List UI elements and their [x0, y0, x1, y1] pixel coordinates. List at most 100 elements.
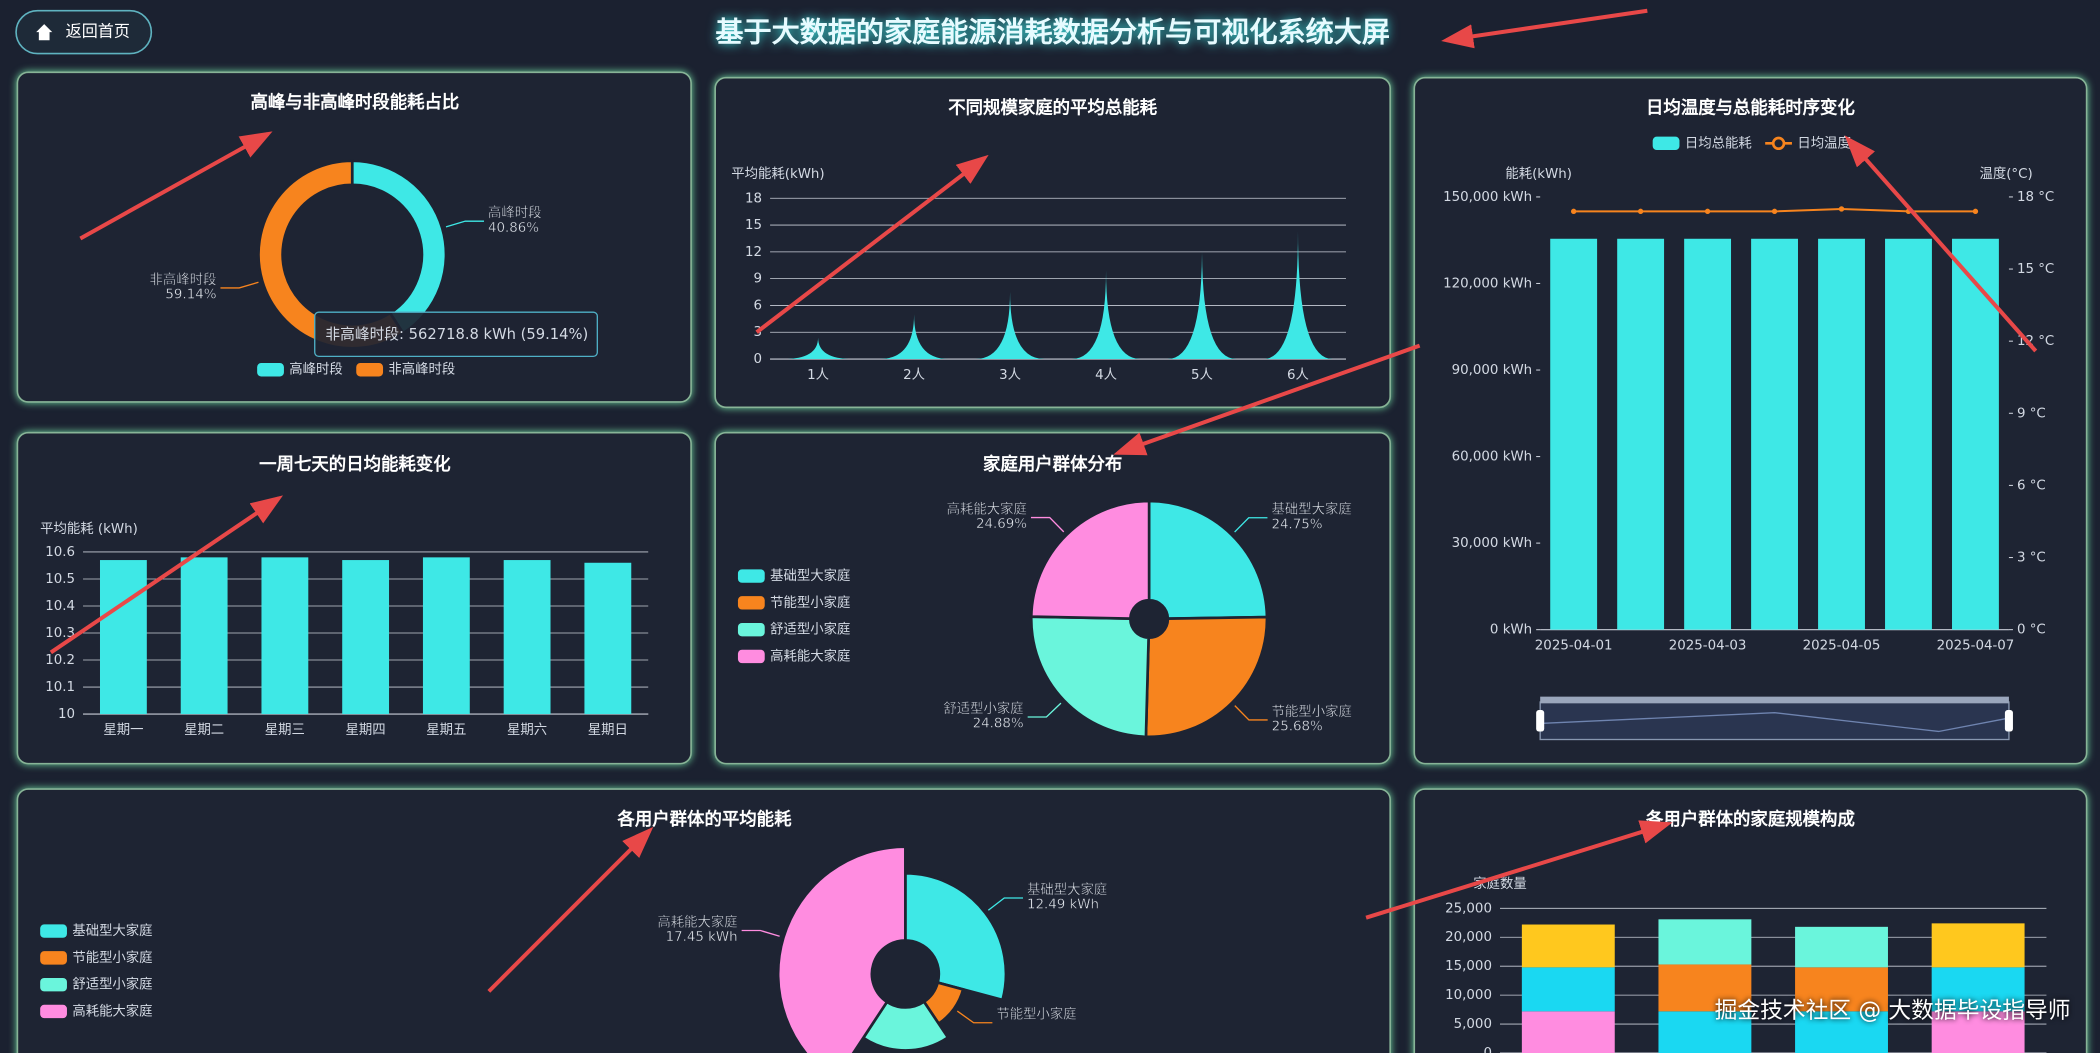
- y2-tick-label: 9 °C: [2017, 406, 2046, 421]
- legend-swatch: [737, 622, 765, 637]
- x-tick-label: 6人: [1287, 367, 1309, 383]
- bar: [1885, 238, 1932, 630]
- spike: [1167, 249, 1237, 360]
- label-leader: [1234, 517, 1268, 533]
- chart-title: 各用户群体的家庭规模构成: [1645, 809, 1855, 830]
- line-point: [1838, 206, 1845, 212]
- y-tick-label: 25,000: [1445, 901, 1492, 916]
- slice-value: 40.86%: [488, 221, 539, 236]
- slice-value: 17.45 kWh: [666, 930, 738, 945]
- x-tick-label: 星期六: [507, 722, 547, 738]
- chart-title: 家庭用户群体分布: [983, 454, 1122, 475]
- legend-label: 非高峰时段: [388, 361, 455, 378]
- y-axis-name: 能耗(kWh): [1505, 166, 1572, 182]
- y2-tick-label: 6 °C: [2017, 478, 2046, 493]
- slice-value: 12.49 kWh: [1027, 898, 1099, 913]
- label-leader: [220, 281, 259, 289]
- legend-label: 节能型小家庭: [770, 594, 850, 611]
- page-title: 基于大数据的家庭能源消耗数据分析与可视化系统大屏: [715, 15, 1390, 48]
- arrow: [1365, 820, 1673, 920]
- bar: [261, 557, 309, 715]
- slice-name: 基础型大家庭: [1271, 501, 1351, 518]
- panel: [714, 76, 1391, 409]
- legend-label: 日均温度: [1797, 135, 1851, 151]
- legend-label: 高峰时段: [289, 361, 343, 378]
- y-tick-label: 30,000 kWh: [1452, 536, 1532, 551]
- back-button[interactable]: 返回首页: [15, 9, 153, 55]
- y-tick-label: 5,000: [1454, 1017, 1492, 1032]
- legend-swatch: [737, 596, 765, 610]
- bar: [99, 560, 147, 715]
- zoom-bar: [1540, 696, 2009, 704]
- y-tick-label: 150,000 kWh: [1443, 190, 1532, 205]
- button-frame[interactable]: [15, 9, 153, 55]
- button-label[interactable]: 返回首页: [66, 22, 130, 41]
- legend-label: 基础型大家庭: [770, 567, 850, 584]
- y-axis-name: 平均能耗 (kWh): [40, 521, 138, 537]
- bar-segment: [1931, 967, 2025, 1012]
- bar-segment: [1658, 964, 1752, 1012]
- x-tick-label: 4人: [1095, 367, 1117, 383]
- watermark: 掘金技术社区 @ 大数据毕设指导师: [1715, 998, 2071, 1024]
- y-tick-label: 15: [745, 218, 762, 233]
- bar-segment: [1521, 967, 1615, 1012]
- legend-label: 日均总能耗: [1685, 135, 1752, 151]
- spike: [975, 292, 1045, 360]
- legend-swatch: [257, 363, 284, 377]
- bar-segment: [1795, 926, 1888, 968]
- slice-name: 节能型小家庭: [996, 1006, 1076, 1023]
- bar: [1617, 238, 1665, 630]
- slice-name: 高耗能大家庭: [947, 501, 1027, 518]
- x-tick-label: 2人: [903, 367, 925, 383]
- legend-swatch: [737, 569, 765, 583]
- pie-sector: [1144, 615, 1269, 739]
- y-tick-label: 0: [754, 352, 763, 367]
- label-leader: [987, 897, 1024, 911]
- bar-segment: [1931, 1011, 2025, 1053]
- bar-segment: [1521, 1011, 1615, 1053]
- x-tick-label: 星期五: [426, 722, 466, 738]
- legend-label: 节能型小家庭: [72, 949, 152, 966]
- y-tick-label: 18: [745, 191, 762, 206]
- x-tick-label: 星期三: [265, 722, 305, 738]
- line-point: [1771, 208, 1778, 215]
- bar: [180, 557, 228, 715]
- bar: [422, 557, 470, 715]
- chart-title: 高峰与非高峰时段能耗占比: [250, 92, 459, 113]
- slice-value: 24.69%: [976, 517, 1027, 532]
- y-tick-label: 10,000: [1445, 988, 1492, 1003]
- legend-label: 舒适型小家庭: [770, 621, 850, 638]
- bar-segment: [1931, 923, 2025, 968]
- legend-label: 高耗能大家庭: [770, 647, 850, 664]
- line-point: [1704, 208, 1711, 215]
- zoom-preview: [1540, 712, 2010, 733]
- bar: [1684, 238, 1732, 630]
- y-tick-label: 10.6: [45, 545, 75, 560]
- chart-title: 日均温度与总能耗时序变化: [1646, 98, 1855, 119]
- bar-segment: [1658, 1011, 1752, 1053]
- pie-sector: [1147, 499, 1269, 621]
- x-tick-label: 星期一: [103, 722, 143, 738]
- line-point: [1570, 208, 1577, 215]
- label-leader: [1234, 705, 1268, 721]
- zoom-track: [1539, 701, 2010, 741]
- chart-title: 不同规模家庭的平均总能耗: [948, 98, 1157, 119]
- slice-value: 59.14%: [165, 288, 216, 303]
- bar: [1952, 238, 1999, 630]
- y-tick-label: 10.3: [45, 626, 75, 641]
- slice-name: 舒适型小家庭: [943, 700, 1023, 717]
- y-tick-label: 15,000: [1445, 959, 1492, 974]
- slice-name: 非高峰时段: [150, 271, 217, 288]
- legend-swatch: [40, 951, 67, 965]
- y-tick-label: 12: [745, 245, 762, 260]
- label-leader: [741, 929, 780, 937]
- y-tick-label: 10.1: [45, 680, 75, 695]
- bar-segment: [1795, 1011, 1888, 1053]
- x-tick-label: 星期二: [184, 722, 224, 738]
- legend-swatch: [1652, 136, 1680, 151]
- y-tick-label: 10.4: [45, 599, 75, 614]
- y2-tick-label: 18 °C: [2017, 190, 2054, 205]
- spike: [879, 314, 949, 360]
- bar-segment: [1795, 967, 1888, 1012]
